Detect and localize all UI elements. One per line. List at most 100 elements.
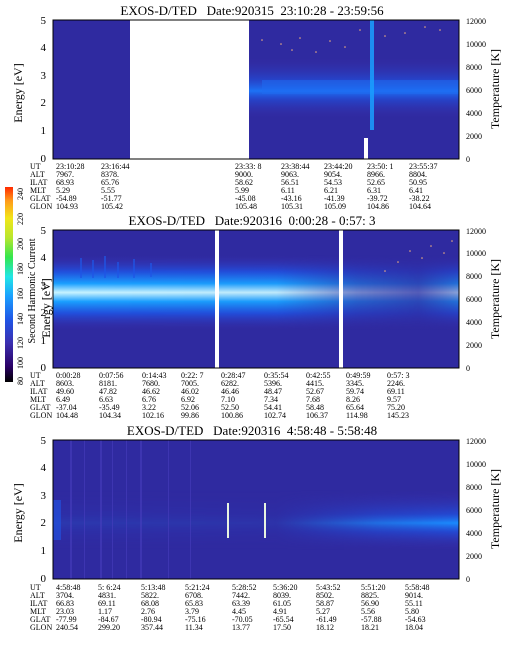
panel-2-band-group [53, 255, 459, 330]
panel-2-title: EXOS-D/TED Date:920316 0:00:28 - 0:57: 3 [129, 213, 376, 228]
table-cell-ilat: 65.83 [185, 599, 203, 608]
table-cell-glat: -84.67 [98, 615, 119, 624]
table-cell-ilat: 69.11 [98, 599, 116, 608]
row-label: ALT [30, 591, 45, 600]
table-cell-glat: -57.88 [361, 615, 382, 624]
table-cell-ilat: 68.08 [141, 599, 159, 608]
table-cell-ut: 23:55:37 [409, 162, 437, 171]
table-cell-mlt: 6.11 [281, 186, 295, 195]
panel-3-title: EXOS-D/TED Date:920316 4:58:48 - 5:58:48 [127, 423, 377, 438]
y2-tick: 10000 [466, 40, 486, 49]
table-cell-alt: 5822. [141, 591, 159, 600]
table-cell-glon: 106.37 [306, 411, 328, 420]
table-cell-ilat: 46.46 [221, 387, 239, 396]
table-cell-glat: -41.39 [324, 194, 345, 203]
row-label: MLT [30, 186, 46, 195]
table-cell-alt: 8502. [316, 591, 334, 600]
y2-tick: 12000 [466, 17, 486, 26]
panel-2-data-gap [339, 230, 343, 368]
row-label: UT [30, 583, 41, 592]
table-cell-ut: 0:42:55 [306, 371, 330, 380]
table-cell-ut: 23:10:28 [56, 162, 84, 171]
y-tick: 1 [41, 335, 47, 347]
row-label: GLON [30, 202, 52, 211]
table-cell-ilat: 66.83 [56, 599, 74, 608]
table-cell-ut: 23:44:20 [324, 162, 352, 171]
panel-3-table: UT ALT ILAT MLT GLAT GLON 4:58:48 5: 6:24… [30, 583, 429, 632]
table-cell-alt: 9063. [281, 170, 299, 179]
table-cell-ut: 5:58:48 [405, 583, 429, 592]
table-cell-ilat: 54.53 [324, 178, 342, 187]
y2-tick: 6000 [466, 295, 482, 304]
panel-3-band-group [53, 490, 459, 550]
panel-1-band-core [262, 80, 459, 94]
panel-1-right-axis: 0 2000 4000 6000 8000 10000 12000 [466, 17, 486, 164]
table-cell-ilat: 50.95 [409, 178, 427, 187]
table-cell-ilat: 65.76 [101, 178, 119, 187]
panel-3-left-axis: 0 1 2 3 4 5 [41, 435, 47, 585]
panel-1-y2label: Temperature [K] [488, 49, 502, 129]
table-cell-alt: 7005. [181, 379, 199, 388]
table-cell-glon: 104.34 [99, 411, 121, 420]
table-cell-glat: -65.54 [273, 615, 294, 624]
row-label: ALT [30, 379, 45, 388]
y2-tick: 0 [466, 575, 470, 584]
table-cell-ut: 0:14:43 [142, 371, 166, 380]
panel-1-streak [370, 20, 374, 130]
y-tick: 3 [41, 70, 47, 82]
panel-2-data-gap [215, 230, 219, 368]
table-cell-mlt: 5.99 [235, 186, 249, 195]
table-cell-glat: 3.22 [142, 403, 156, 412]
y2-tick: 12000 [466, 437, 486, 446]
table-cell-glon: 104.64 [409, 202, 431, 211]
y2-tick: 4000 [466, 109, 482, 118]
table-cell-glon: 17.50 [273, 623, 291, 632]
table-cell-ut: 0:49:59 [346, 371, 370, 380]
table-cell-mlt: 4.45 [232, 607, 246, 616]
table-cell-glat: -77.99 [56, 615, 77, 624]
panel-1-ylabel: Energy [eV] [11, 63, 25, 122]
table-cell-alt: 5396. [264, 379, 282, 388]
table-cell-alt: 9000. [235, 170, 253, 179]
y-tick: 0 [41, 153, 47, 165]
table-cell-glat: 52.06 [181, 403, 199, 412]
table-cell-alt: 6708. [185, 591, 203, 600]
table-cell-alt: 9014. [405, 591, 423, 600]
table-cell-glat: -75.16 [185, 615, 206, 624]
table-cell-ilat: 68.93 [56, 178, 74, 187]
row-label: GLAT [30, 403, 51, 412]
table-cell-glat: 65.64 [346, 403, 364, 412]
y2-tick: 8000 [466, 272, 482, 281]
table-cell-glat: -39.72 [367, 194, 388, 203]
table-cell-glon: 105.31 [281, 202, 303, 211]
table-cell-mlt: 6.76 [142, 395, 156, 404]
y2-tick: 12000 [466, 227, 486, 236]
table-cell-alt: 8966. [367, 170, 385, 179]
table-cell-ilat: 56.90 [361, 599, 379, 608]
row-label: MLT [30, 607, 46, 616]
y-tick: 4 [41, 252, 47, 264]
table-cell-alt: 2246. [387, 379, 405, 388]
table-cell-ut: 5:28:52 [232, 583, 256, 592]
table-cell-mlt: 7.68 [306, 395, 320, 404]
table-cell-glon: 105.48 [235, 202, 257, 211]
table-cell-mlt: 6.41 [409, 186, 423, 195]
table-cell-mlt: 3.79 [185, 607, 199, 616]
y-tick: 4 [41, 462, 47, 474]
table-cell-ilat: 56.51 [281, 178, 299, 187]
table-cell-mlt: 9.57 [387, 395, 401, 404]
y2-tick: 8000 [466, 63, 482, 72]
panel-3-stripes [70, 440, 191, 579]
table-cell-ut: 5: 6:24 [98, 583, 120, 592]
table-cell-ut: 0:35:54 [264, 371, 288, 380]
panel-3-right-axis: 0 2000 4000 6000 8000 10000 12000 [466, 437, 486, 584]
y2-tick: 2000 [466, 552, 482, 561]
row-labels: UT ALT ILAT MLT GLAT GLON [30, 371, 52, 420]
table-cell-mlt: 6.21 [324, 186, 338, 195]
y-tick: 2 [41, 307, 47, 319]
table-cell-ilat: 52.65 [367, 178, 385, 187]
y2-tick: 4000 [466, 318, 482, 327]
panel-1-data-gap [130, 20, 249, 159]
y-tick: 3 [41, 490, 47, 502]
table-cell-mlt: 1.17 [98, 607, 112, 616]
